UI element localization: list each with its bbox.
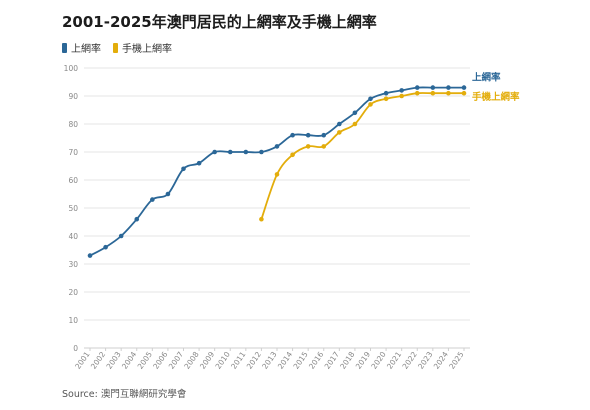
data-point-internet <box>212 149 217 155</box>
x-tick-label: 2018 <box>338 350 356 371</box>
data-point-internet <box>383 90 389 96</box>
data-point-mobile <box>305 144 311 149</box>
data-point-internet <box>399 88 404 93</box>
data-point-internet <box>134 216 140 222</box>
data-point-mobile <box>461 90 467 96</box>
data-point-internet <box>305 132 311 138</box>
x-tick-label: 2015 <box>291 350 309 371</box>
y-tick-label: 20 <box>68 288 78 297</box>
data-point-internet <box>290 132 295 138</box>
x-tick-label: 2003 <box>104 350 122 371</box>
data-point-internet <box>118 233 124 239</box>
data-point-mobile <box>446 90 451 96</box>
data-point-internet <box>196 160 202 166</box>
x-tick-label: 2013 <box>260 350 278 371</box>
data-point-internet <box>274 144 280 149</box>
chart-title: 2001-2025年澳門居民的上網率及手機上網率 <box>62 13 377 31</box>
x-tick-label: 2020 <box>369 350 387 371</box>
data-point-internet <box>321 132 327 138</box>
y-tick-label: 30 <box>68 260 78 269</box>
x-tick-label: 2006 <box>151 350 169 371</box>
y-tick-label: 70 <box>68 148 78 157</box>
y-tick-label: 60 <box>68 176 78 185</box>
y-tick-label: 0 <box>73 344 78 353</box>
x-tick-label: 2025 <box>447 350 465 371</box>
legend-label-internet: 上網率 <box>71 44 101 55</box>
data-point-mobile <box>383 96 389 102</box>
x-tick-label: 2017 <box>323 350 341 371</box>
x-tick-label: 2010 <box>214 350 232 371</box>
x-tick-label: 2023 <box>416 350 434 371</box>
data-point-internet <box>243 149 249 155</box>
data-point-internet <box>103 244 108 250</box>
x-tick-label: 2019 <box>354 350 372 371</box>
x-tick-label: 2009 <box>198 350 216 371</box>
y-tick-label: 90 <box>68 92 78 101</box>
data-point-internet <box>87 253 93 258</box>
x-tick-label: 2005 <box>136 350 154 371</box>
data-point-mobile <box>399 93 404 99</box>
data-point-mobile <box>290 152 295 158</box>
legend-swatch-mobile <box>113 42 118 53</box>
chart-legend: 上網率 手機上網率 <box>62 40 172 55</box>
data-point-internet <box>227 149 233 155</box>
series-end-label-internet: 上網率 <box>472 72 501 84</box>
x-tick-label: 2016 <box>307 350 325 371</box>
legend-item-mobile[interactable]: 手機上網率 <box>113 40 172 55</box>
y-tick-label: 100 <box>64 64 79 73</box>
y-tick-label: 80 <box>68 120 78 129</box>
data-point-mobile <box>337 130 342 135</box>
data-point-internet <box>430 85 436 90</box>
data-point-internet <box>368 96 373 102</box>
data-point-mobile <box>430 90 436 96</box>
y-tick-label: 10 <box>68 316 78 325</box>
x-tick-label: 2004 <box>120 350 138 371</box>
data-point-mobile <box>352 121 358 127</box>
x-tick-label: 2014 <box>276 350 294 371</box>
y-tick-label: 50 <box>68 204 78 213</box>
legend-swatch-internet <box>62 42 67 53</box>
x-tick-label: 2007 <box>167 350 185 371</box>
data-point-internet <box>414 85 420 90</box>
data-point-internet <box>150 197 155 202</box>
data-point-internet <box>259 149 264 155</box>
data-point-mobile <box>368 102 373 107</box>
x-tick-label: 2011 <box>229 350 247 371</box>
x-tick-label: 2002 <box>89 350 107 371</box>
x-tick-label: 2012 <box>245 350 263 371</box>
legend-label-mobile: 手機上網率 <box>122 44 172 55</box>
data-point-internet <box>446 85 451 90</box>
data-point-mobile <box>414 90 420 96</box>
x-tick-label: 2021 <box>385 350 403 371</box>
x-tick-label: 2008 <box>182 350 200 371</box>
data-point-mobile <box>321 144 327 149</box>
data-point-internet <box>181 166 186 172</box>
data-point-internet <box>337 121 342 127</box>
series-line-internet <box>89 86 464 257</box>
x-tick-label: 2022 <box>401 350 419 371</box>
legend-item-internet[interactable]: 上網率 <box>62 40 101 55</box>
series-end-label-mobile: 手機上網率 <box>472 91 520 103</box>
data-point-mobile <box>274 172 280 177</box>
y-tick-label: 40 <box>68 232 78 241</box>
data-point-internet <box>165 191 171 197</box>
data-point-internet <box>352 110 358 116</box>
x-tick-label: 2024 <box>432 350 450 371</box>
data-point-internet <box>461 85 467 90</box>
source-note: Source: 澳門互聯網研究學會 <box>62 389 187 400</box>
data-point-mobile <box>259 216 264 222</box>
